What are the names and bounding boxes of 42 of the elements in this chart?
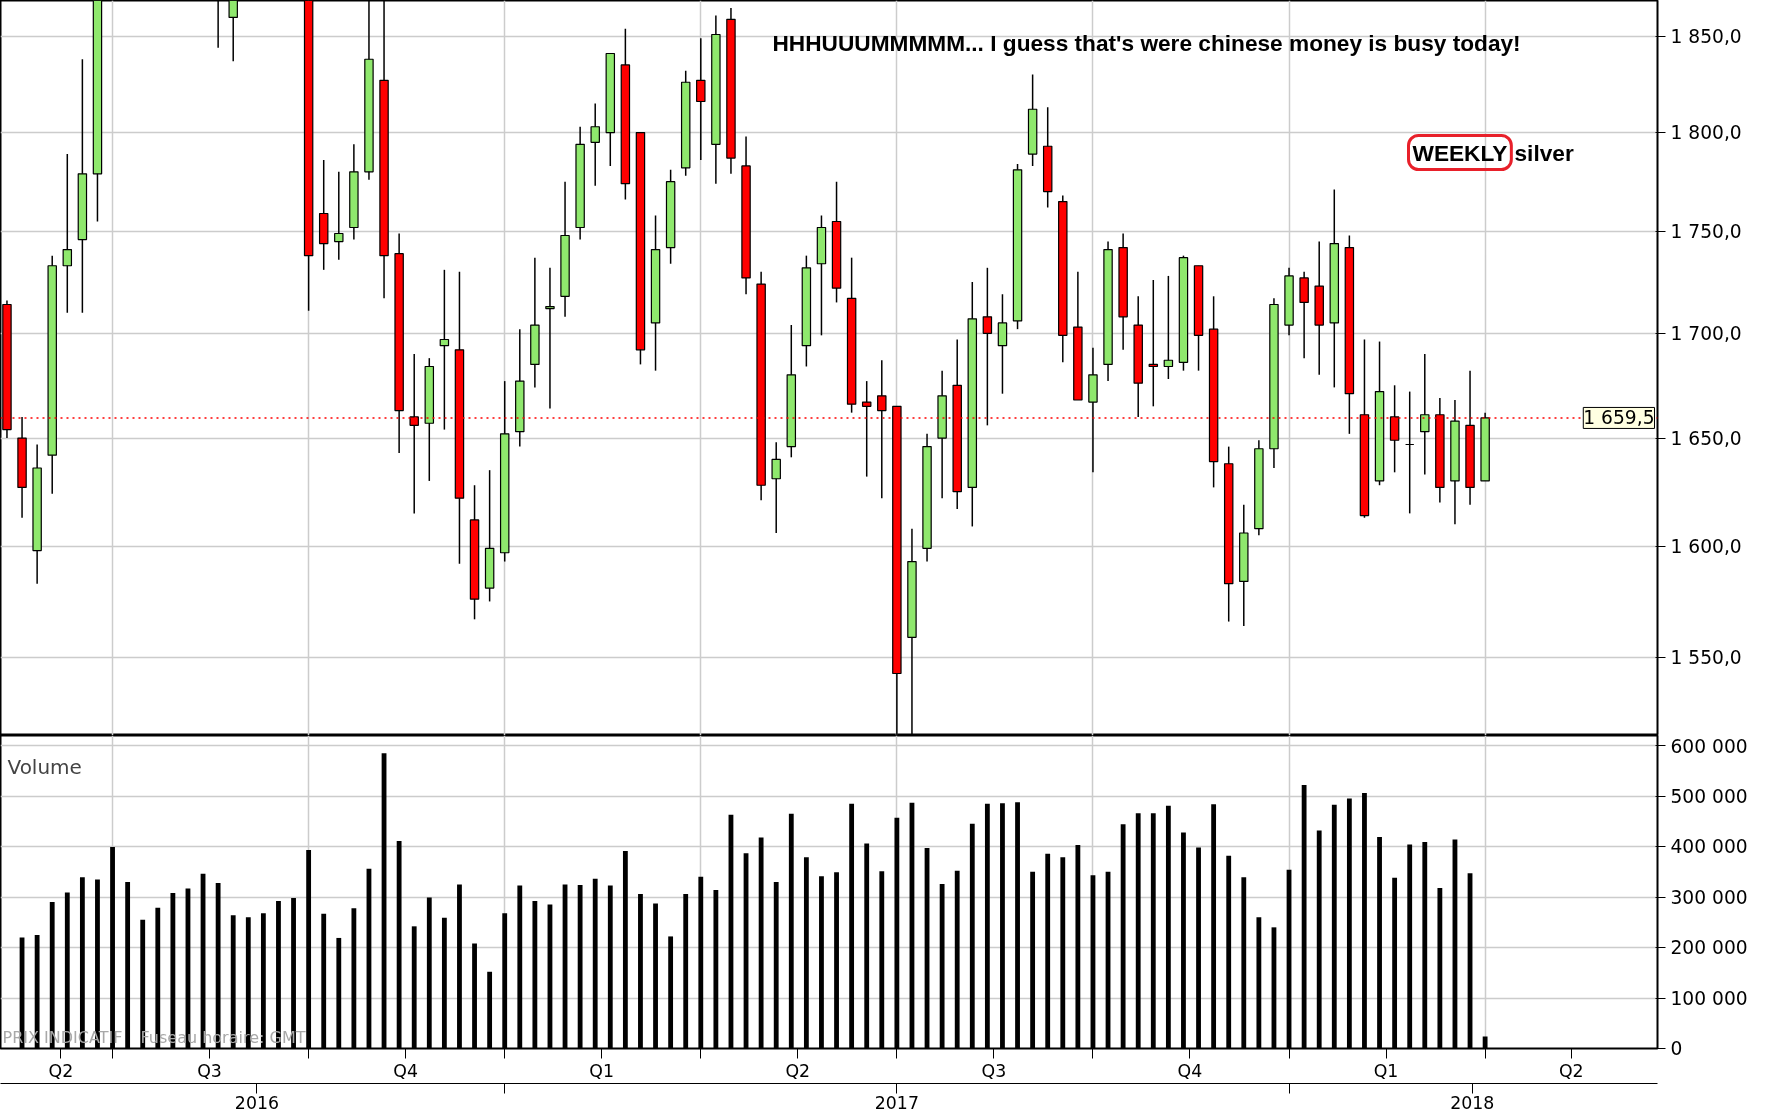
candlestick: [1420, 353, 1430, 476]
y-tick-label: 1 650,0: [1670, 427, 1742, 449]
y-tick-label: 0: [1670, 1038, 1683, 1059]
candlestick: [62, 153, 73, 314]
x2-tick-label: 2018: [1450, 1092, 1495, 1111]
candlestick: [545, 267, 555, 410]
x-tick-label: Q3: [981, 1060, 1007, 1081]
x-tick-label: Q4: [393, 1060, 418, 1081]
x-tick-label: Q1: [589, 1060, 615, 1081]
candlestick: [590, 102, 600, 187]
y-tick-label: 400 000: [1670, 836, 1748, 858]
candlestick: [997, 293, 1008, 395]
annotation: silver: [1514, 139, 1574, 166]
x-tick-label: Q2: [48, 1060, 74, 1081]
y-tick-label: 300 000: [1670, 886, 1748, 908]
annotation: WEEKLY: [1412, 139, 1508, 166]
y-tick-label: 100 000: [1670, 987, 1748, 1009]
y-tick-label: 1 550,0: [1670, 647, 1742, 669]
x-tick-label: Q1: [1373, 1060, 1399, 1081]
x-tick-label: Q3: [197, 1060, 222, 1081]
candlestick: [1163, 275, 1174, 380]
candlestick: [334, 171, 344, 261]
y-tick-label: 1 850,0: [1670, 25, 1742, 47]
candlestick: [771, 441, 781, 534]
y-tick-label: 200 000: [1670, 937, 1748, 959]
x-tick-label: Q2: [1558, 1060, 1584, 1081]
candlestick: [1148, 279, 1159, 408]
candlestick: [696, 37, 706, 161]
y-tick-label: 1 800,0: [1670, 122, 1742, 144]
y-tick-label: 1 600,0: [1670, 535, 1742, 557]
x2-tick-label: 2017: [874, 1092, 919, 1111]
y-tick-label: 1 700,0: [1670, 322, 1742, 344]
y-tick-label: 500 000: [1670, 785, 1748, 807]
annotation: HHHUUUMMMMM... I guess that's were chinese money is busy today!: [772, 29, 1521, 56]
x-tick-label: Q4: [1177, 1060, 1203, 1081]
candlestick: [439, 269, 450, 431]
y-tick-label: 1 750,0: [1670, 221, 1742, 242]
x-tick-label: Q2: [785, 1060, 811, 1081]
ref-line-label: 1 659,5: [1583, 407, 1655, 429]
text: Volume: [7, 754, 82, 779]
x2-tick-label: 2016: [234, 1092, 279, 1111]
y-tick-label: 600 000: [1670, 735, 1748, 757]
